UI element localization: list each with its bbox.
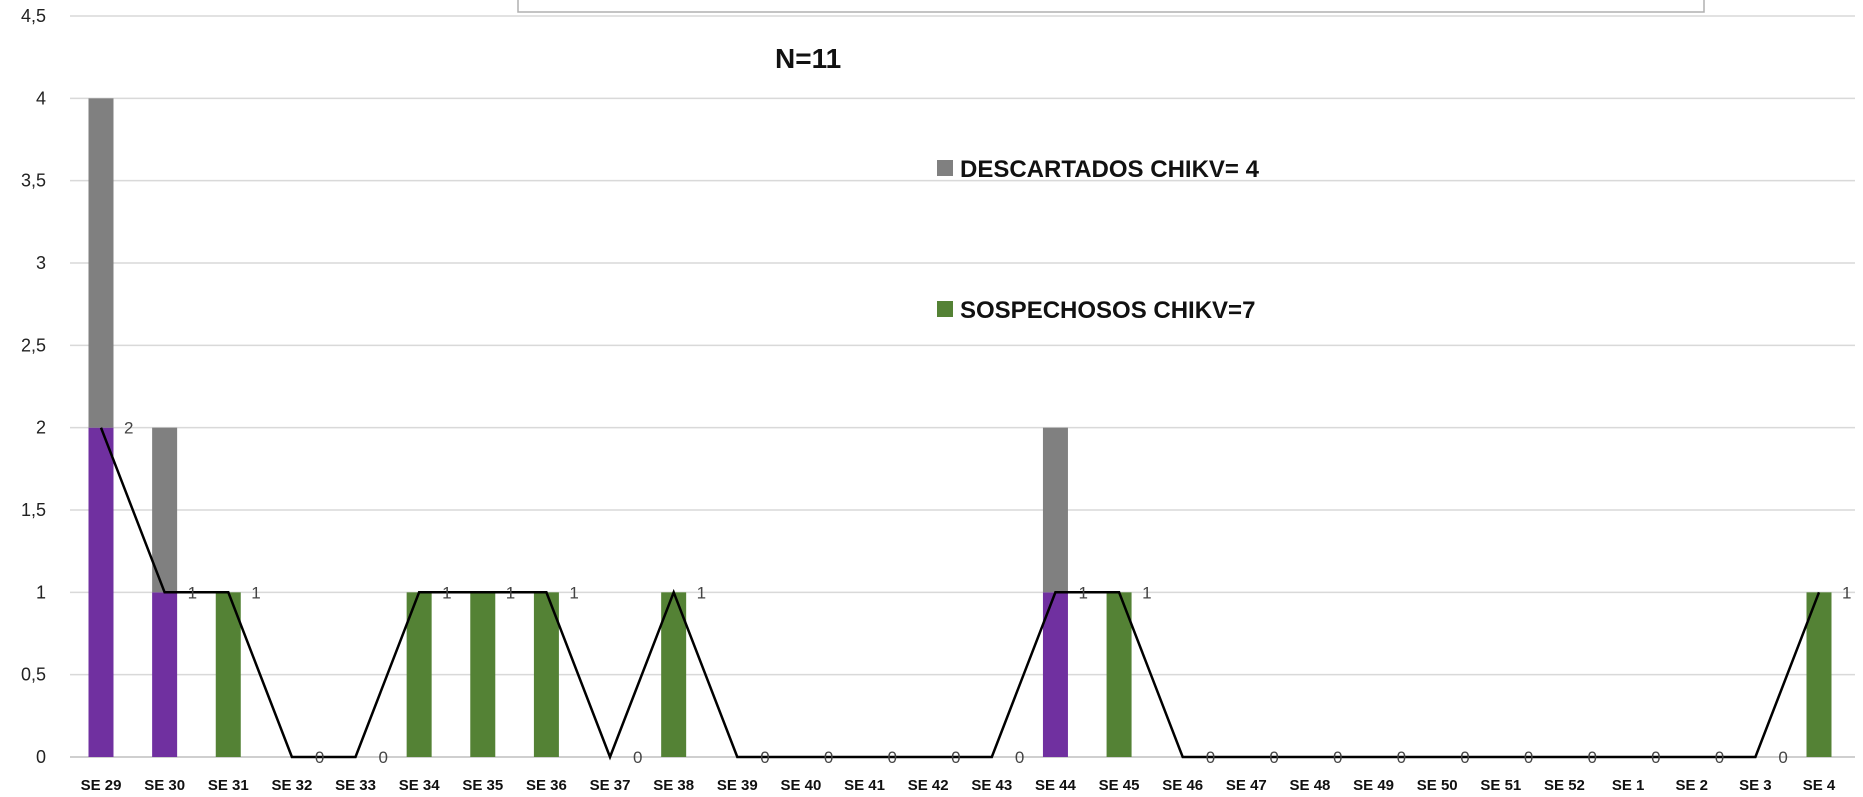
x-tick-label: SE 3 (1739, 777, 1772, 794)
data-label: 0 (633, 748, 642, 767)
bar-green (215, 592, 241, 757)
y-tick-label: 2,5 (21, 335, 46, 355)
bar-green (1106, 592, 1132, 757)
y-tick-label: 3,5 (21, 171, 46, 191)
x-tick-label: SE 44 (1035, 777, 1077, 794)
data-label: 1 (506, 583, 515, 602)
x-tick-label: SE 49 (1353, 777, 1394, 794)
x-tick-label: SE 4 (1803, 777, 1836, 794)
legend-label: SOSPECHOSOS CHIKV=7 (960, 297, 1255, 324)
x-tick-label: SE 52 (1544, 777, 1585, 794)
legend: DESCARTADOS CHIKV= 4 SOSPECHOSOS CHIKV=7 (937, 156, 1260, 324)
data-label: 0 (1587, 748, 1596, 767)
y-tick-label: 1,5 (21, 500, 46, 520)
data-label: 1 (697, 583, 706, 602)
bars (88, 98, 1832, 757)
x-tick-label: SE 29 (81, 777, 122, 794)
y-axis: 0 0,5 1 1,5 2 2,5 3 3,5 4 4,5 (21, 6, 46, 767)
data-label: 2 (124, 419, 133, 438)
x-tick-label: SE 37 (590, 777, 631, 794)
y-tick-label: 4,5 (21, 6, 46, 26)
bar-green (661, 592, 687, 757)
x-tick-label: SE 34 (399, 777, 441, 794)
x-tick-label: SE 32 (271, 777, 312, 794)
bar-purple (88, 427, 114, 757)
total-line (99, 427, 1821, 761)
y-tick-label: 1 (36, 582, 46, 602)
legend-swatch (937, 160, 953, 176)
bar-purple (1042, 592, 1068, 757)
data-label: 0 (760, 748, 769, 767)
bar-green (533, 592, 559, 757)
data-label: 1 (1842, 583, 1851, 602)
data-label: 0 (1651, 748, 1660, 767)
data-label: 0 (1778, 748, 1787, 767)
y-tick-label: 2 (36, 418, 46, 438)
legend-frame (517, 0, 1705, 13)
data-label: 1 (1078, 583, 1087, 602)
bar-green (406, 592, 432, 757)
gridlines (70, 15, 1855, 758)
data-label: 0 (1524, 748, 1533, 767)
x-tick-label: SE 51 (1480, 777, 1521, 794)
x-tick-label: SE 42 (908, 777, 949, 794)
data-label: 1 (251, 583, 260, 602)
data-label: 1 (569, 583, 578, 602)
data-label: 0 (1269, 748, 1278, 767)
data-label: 0 (888, 748, 897, 767)
data-label: 0 (1715, 748, 1724, 767)
data-label: 0 (1206, 748, 1215, 767)
x-tick-label: SE 48 (1290, 777, 1331, 794)
data-label: 1 (442, 583, 451, 602)
x-tick-label: SE 30 (144, 777, 185, 794)
x-tick-label: SE 31 (208, 777, 249, 794)
legend-label: DESCARTADOS CHIKV= 4 (960, 156, 1260, 183)
x-tick-label: SE 2 (1675, 777, 1708, 794)
legend-swatch (937, 301, 953, 317)
y-tick-label: 4 (36, 88, 46, 108)
x-tick-label: SE 36 (526, 777, 567, 794)
data-label: 1 (1142, 583, 1151, 602)
x-tick-label: SE 38 (653, 777, 694, 794)
x-tick-label: SE 40 (780, 777, 821, 794)
bar-green (470, 592, 496, 757)
x-tick-label: SE 47 (1226, 777, 1267, 794)
n-annotation: N=11 (775, 43, 841, 74)
x-tick-label: SE 33 (335, 777, 376, 794)
data-label: 0 (824, 748, 833, 767)
data-label: 0 (1397, 748, 1406, 767)
bar-gray (1042, 427, 1068, 593)
data-label: 0 (315, 748, 324, 767)
data-label: 0 (1460, 748, 1469, 767)
x-tick-label: SE 46 (1162, 777, 1203, 794)
data-label: 0 (1015, 748, 1024, 767)
y-tick-label: 0 (36, 747, 46, 767)
y-tick-label: 0,5 (21, 665, 46, 685)
y-tick-label: 3 (36, 253, 46, 273)
data-label: 0 (379, 748, 388, 767)
data-label: 0 (951, 748, 960, 767)
bar-gray (88, 98, 114, 428)
bar-purple (152, 592, 178, 757)
x-tick-label: SE 43 (971, 777, 1012, 794)
x-tick-label: SE 35 (462, 777, 503, 794)
data-label: 1 (188, 583, 197, 602)
x-tick-label: SE 39 (717, 777, 758, 794)
line-series (99, 427, 1821, 761)
x-tick-label: SE 41 (844, 777, 885, 794)
x-axis: SE 29 SE 30 SE 31 SE 32 SE 33 SE 34 SE 35 SE 36… (81, 777, 1836, 794)
data-label: 0 (1333, 748, 1342, 767)
x-tick-label: SE 50 (1417, 777, 1458, 794)
data-labels: 2 1 1 0 0 1 1 1 0 1 0 0 0 0 0 1 1 0 0 0 0 0 0 0 0 0 0 1 (124, 419, 1851, 767)
bar-gray (152, 427, 178, 593)
x-tick-label: SE 45 (1099, 777, 1140, 794)
x-tick-label: SE 1 (1612, 777, 1645, 794)
bar-green (1806, 592, 1832, 757)
